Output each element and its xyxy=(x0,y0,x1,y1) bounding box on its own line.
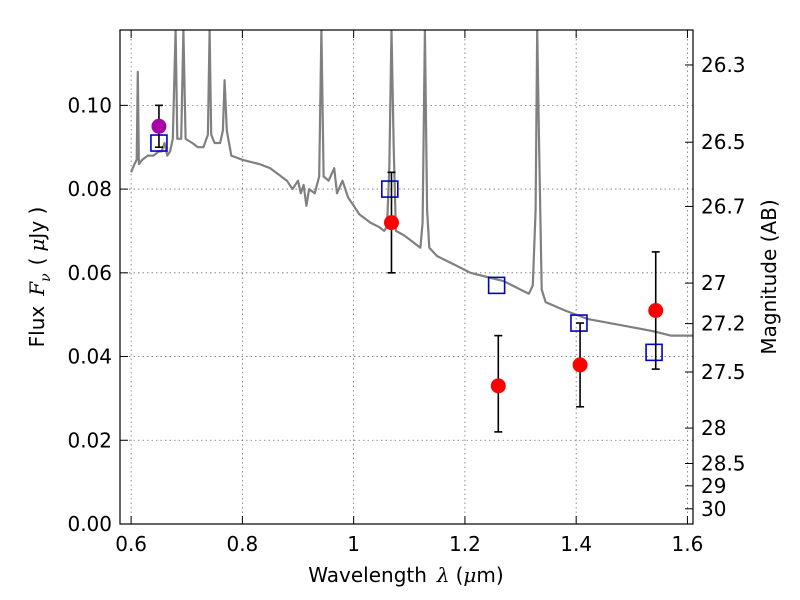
y2-axis-title: Magnitude (AB) xyxy=(757,199,781,354)
y-axis-title: FluxFν(μJy ) xyxy=(25,207,54,348)
mag-tick-label: 29 xyxy=(701,474,726,498)
y-tick-label: 0.04 xyxy=(67,345,112,369)
x-tick-label: 1 xyxy=(347,532,360,556)
square-marker xyxy=(381,180,399,198)
x-tick-label: 1.2 xyxy=(449,532,481,556)
mag-tick-label: 28.5 xyxy=(701,451,746,475)
red-circle-marker xyxy=(490,378,506,394)
mag-tick-label: 26.3 xyxy=(701,53,746,77)
y-tick-label: 0.02 xyxy=(67,428,112,452)
y-tick-label: 0.06 xyxy=(67,261,112,285)
plot-background xyxy=(120,30,693,524)
x-axis-title: Wavelength λ (μm) xyxy=(308,563,503,587)
model-spectrum-line xyxy=(130,30,693,337)
mag-tick-label: 27.5 xyxy=(701,360,746,384)
mag-tick-label: 27.2 xyxy=(701,312,746,336)
square-marker xyxy=(570,314,588,332)
square-marker xyxy=(487,276,506,295)
y-tick-label: 0.10 xyxy=(67,93,112,117)
x-tick-label: 1.4 xyxy=(560,532,592,556)
data-markers xyxy=(150,104,664,433)
mag-tick-label: 26.5 xyxy=(701,130,746,154)
red-circle-marker xyxy=(383,215,399,231)
x-tick-label: 0.6 xyxy=(115,532,147,556)
square-marker xyxy=(645,343,663,362)
red-circle-marker xyxy=(572,357,588,373)
mag-tick-label: 30 xyxy=(701,497,726,521)
red-circle-marker xyxy=(648,302,664,318)
mag-tick-label: 26.7 xyxy=(701,194,746,218)
y-tick-label: 0.08 xyxy=(67,177,112,201)
plot-frame xyxy=(119,29,694,525)
y-tick-label: 0.00 xyxy=(67,512,112,536)
axis-ticks: 0.6 0.8 1 1.2 1.4 1.6 0.00 0.02 0.04 0.06 0.08 0.10… xyxy=(67,30,746,556)
magenta-circle-marker xyxy=(151,118,167,134)
mag-tick-label: 27 xyxy=(701,271,726,295)
x-tick-label: 0.8 xyxy=(226,532,258,556)
mag-tick-label: 28 xyxy=(701,416,726,440)
x-tick-label: 1.6 xyxy=(672,532,704,556)
